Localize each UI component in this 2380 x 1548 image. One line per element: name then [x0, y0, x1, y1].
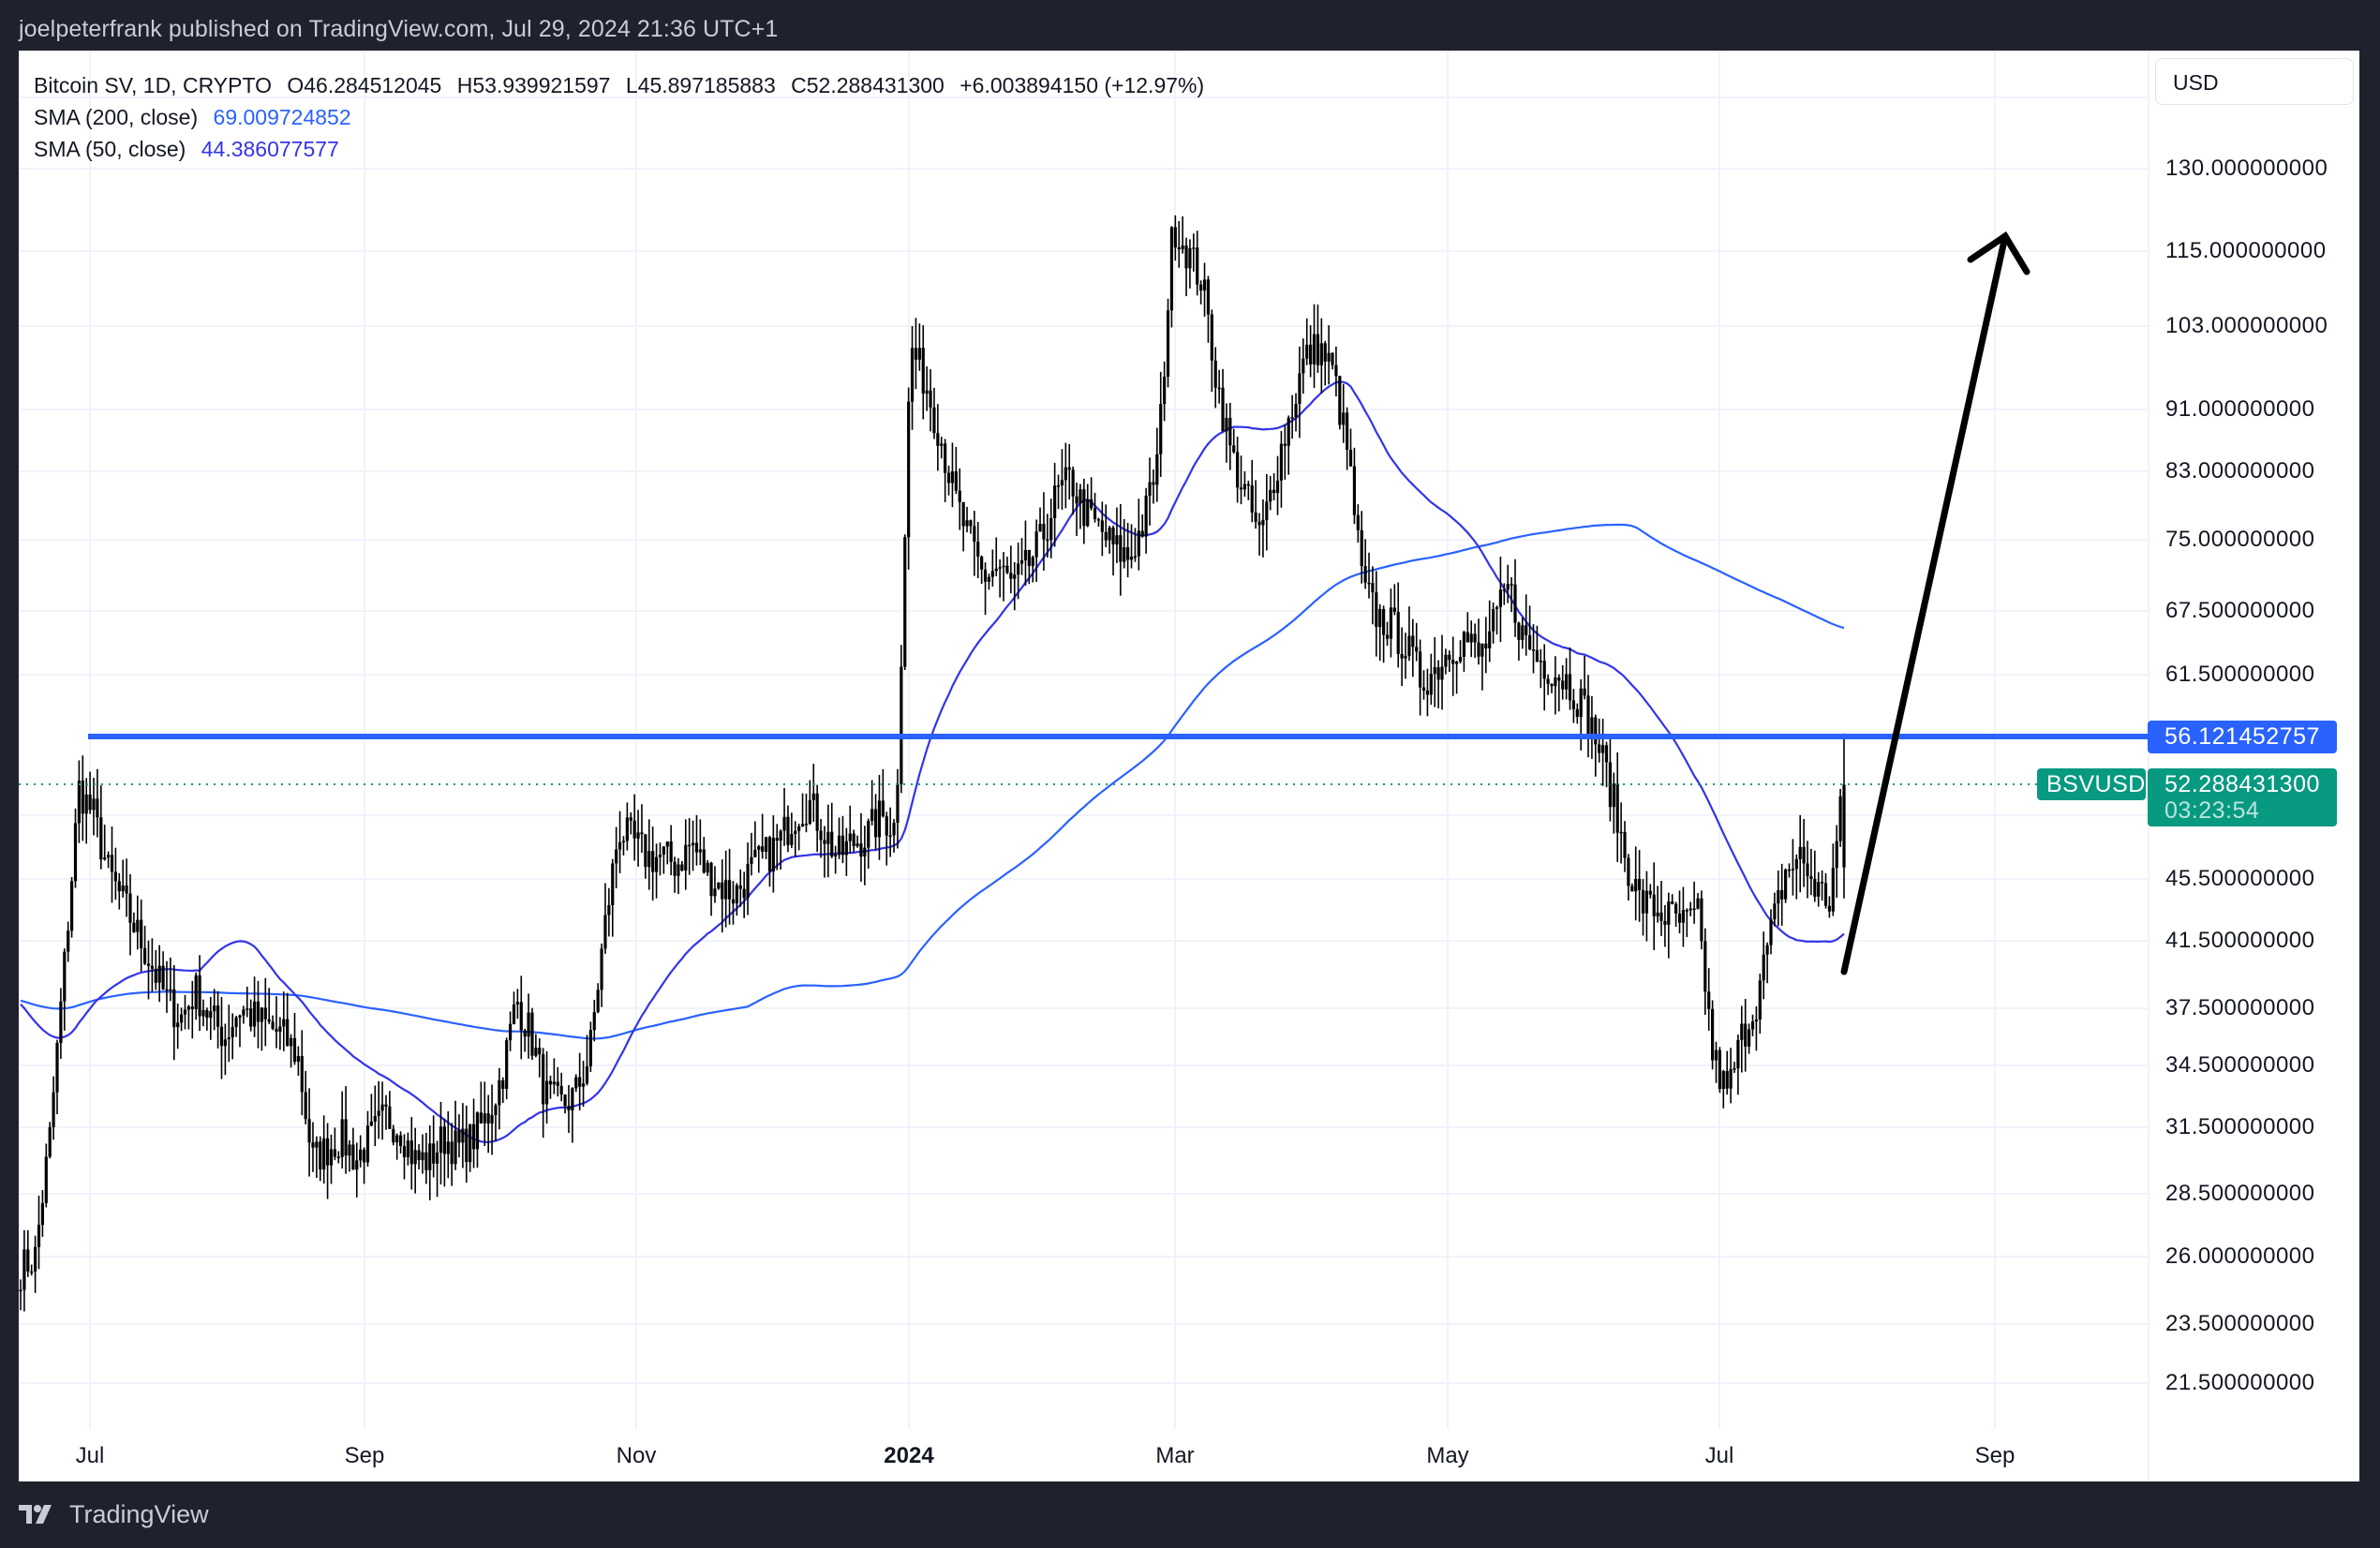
price-tick-label: 103.000000000	[2165, 313, 2328, 338]
tradingview-logo-icon	[19, 1505, 52, 1524]
time-tick-label: Mar	[1155, 1443, 1195, 1468]
change-value: +6.003894150 (+12.97%)	[959, 73, 1205, 97]
price-tick-label: 28.500000000	[2165, 1181, 2315, 1206]
sma50-label: SMA (50, close)	[34, 137, 186, 161]
price-tick-label: 75.000000000	[2165, 527, 2315, 552]
publisher-line: joelpeterfrank published on TradingView.…	[19, 16, 779, 42]
low-value: L45.897185883	[625, 73, 776, 97]
time-tick-label: Sep	[1974, 1443, 2016, 1468]
ohlc-row: Bitcoin SV, 1D, CRYPTO O46.284512045 H53…	[34, 69, 1204, 101]
time-tick-label: Sep	[344, 1443, 385, 1468]
sma200-label: SMA (200, close)	[34, 105, 199, 129]
high-value: H53.939921597	[456, 73, 611, 97]
sma200-value: 69.009724852	[213, 105, 351, 129]
symbol-info[interactable]: Bitcoin SV, 1D, CRYPTO	[34, 73, 272, 97]
time-tick-label: Jul	[75, 1443, 105, 1468]
time-tick-label: 2024	[884, 1443, 934, 1468]
arrow-up-icon[interactable]	[1840, 231, 2030, 975]
price-tick-label: 45.500000000	[2165, 866, 2315, 891]
last-price-badge: 52.288431300 03:23:54	[2148, 768, 2337, 826]
time-tick-label: May	[1426, 1443, 1469, 1468]
sma200-legend-row[interactable]: SMA (200, close) 69.009724852	[34, 101, 1204, 133]
chart-legend: Bitcoin SV, 1D, CRYPTO O46.284512045 H53…	[34, 69, 1204, 165]
sma200-line	[20, 523, 1845, 1040]
open-value: O46.284512045	[287, 73, 442, 97]
price-tick-label: 41.500000000	[2165, 928, 2315, 953]
sma50-value: 44.386077577	[201, 137, 339, 161]
price-tick-label: 26.000000000	[2165, 1243, 2315, 1269]
chart-pane[interactable]	[19, 51, 2359, 1481]
price-tick-label: 115.000000000	[2165, 238, 2327, 263]
price-tick-label: 34.500000000	[2165, 1052, 2315, 1078]
symbol-badge: BSVUSD	[2037, 768, 2146, 800]
price-tick-label: 91.000000000	[2165, 396, 2315, 422]
price-tick-label: 130.000000000	[2165, 156, 2328, 181]
sma50-line	[20, 380, 1845, 1144]
price-tick-label: 21.500000000	[2165, 1370, 2315, 1395]
time-tick-label: Jul	[1704, 1443, 1734, 1468]
grid-lines	[19, 51, 2149, 1429]
time-tick-label: Nov	[616, 1443, 657, 1468]
footer: TradingView	[19, 1499, 209, 1529]
price-tick-label: 61.500000000	[2165, 662, 2315, 687]
price-tick-label: 23.500000000	[2165, 1311, 2315, 1336]
bar-countdown: 03:23:54	[2164, 797, 2260, 824]
sma50-legend-row[interactable]: SMA (50, close) 44.386077577	[34, 133, 1204, 165]
price-tick-label: 83.000000000	[2165, 458, 2315, 484]
candlestick-series	[19, 215, 1846, 1312]
price-tick-label: 37.500000000	[2165, 995, 2315, 1020]
price-tick-label: 31.500000000	[2165, 1114, 2315, 1139]
price-tick-label: 67.500000000	[2165, 598, 2315, 623]
resistance-price-badge: 56.121452757	[2148, 721, 2337, 753]
close-value: C52.288431300	[791, 73, 945, 97]
tradingview-brand: TradingView	[69, 1499, 209, 1528]
last-price-value: 52.288431300	[2164, 771, 2320, 797]
currency-selector[interactable]: USD	[2155, 58, 2354, 105]
